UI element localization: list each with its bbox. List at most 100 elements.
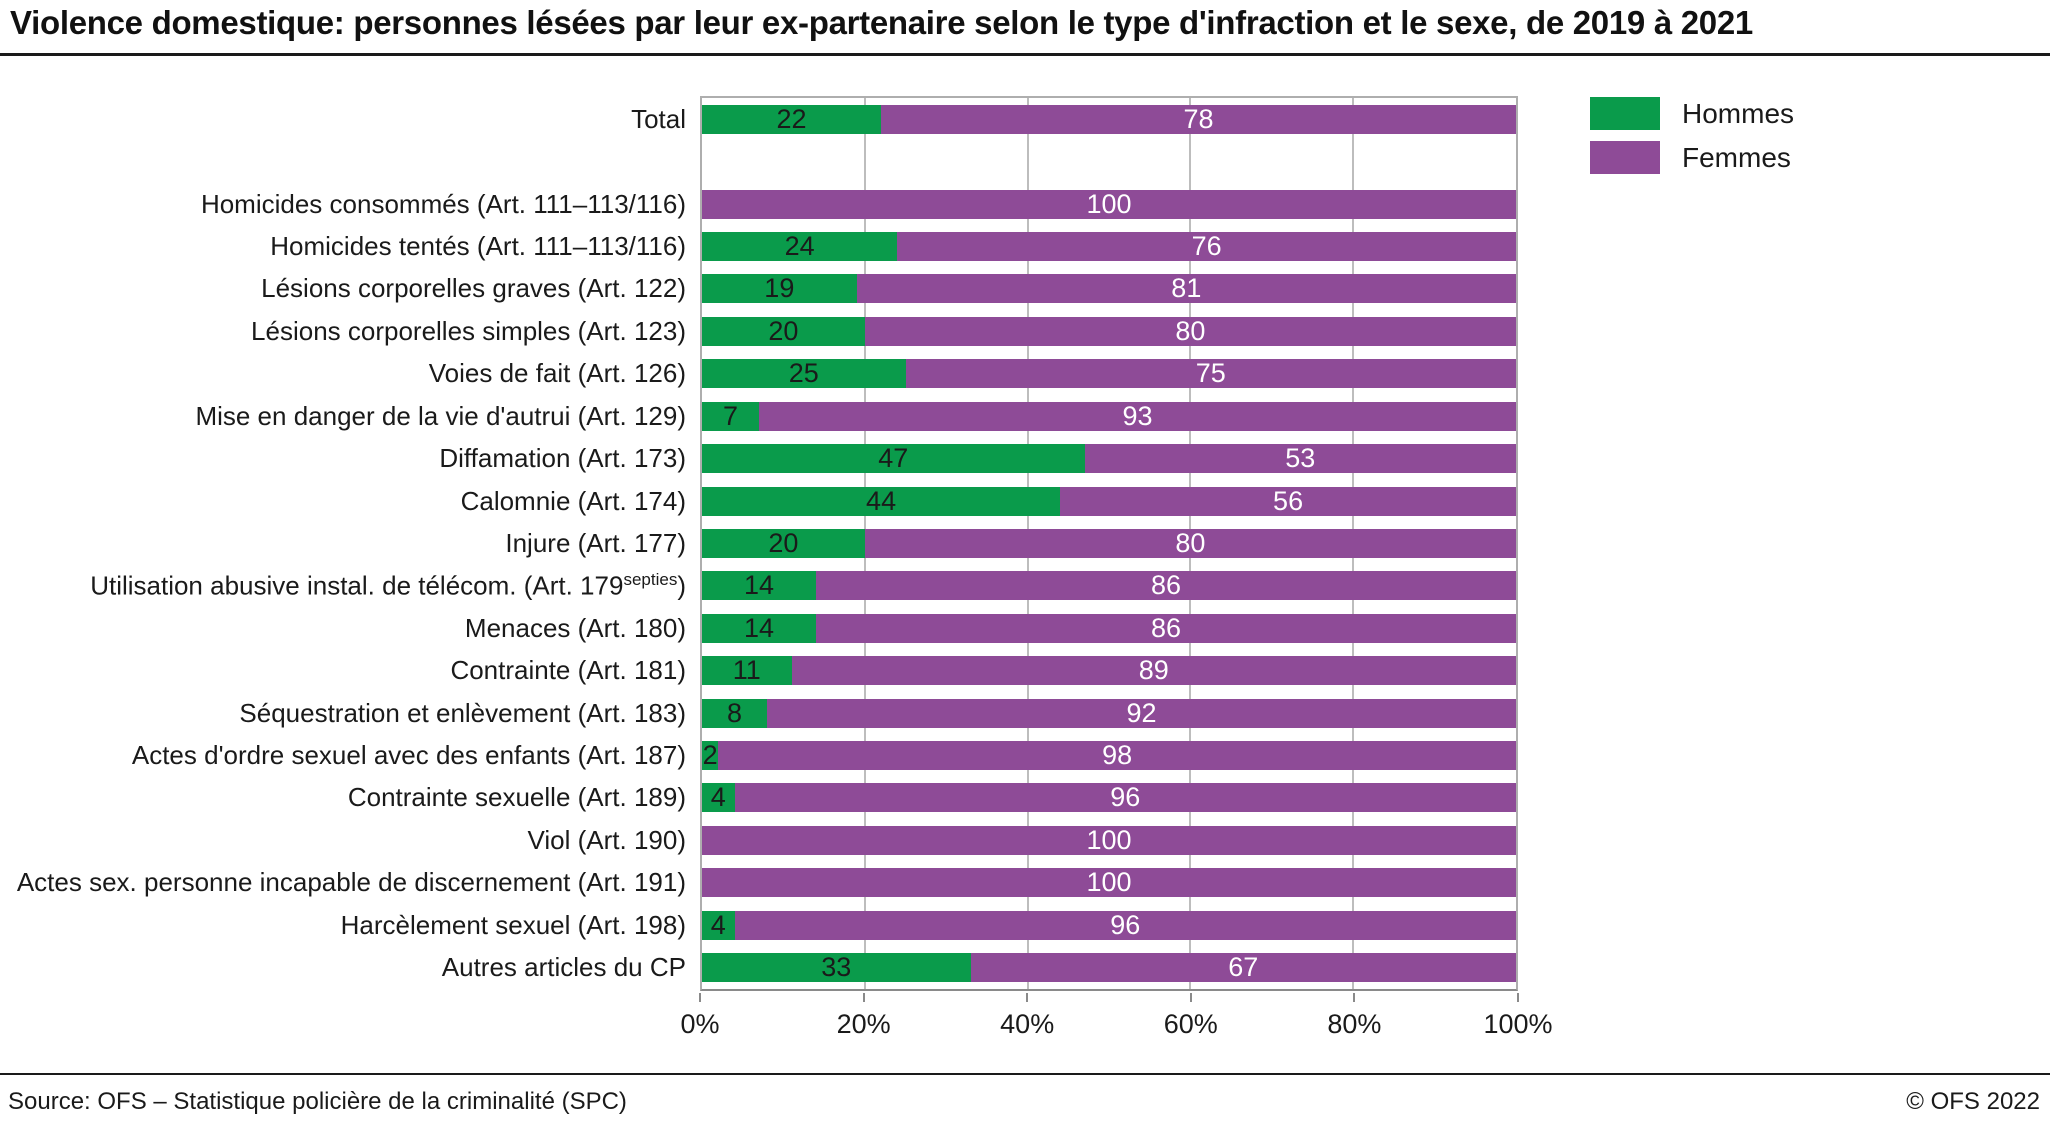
category-label: Diffamation (Art. 173) <box>439 443 686 474</box>
value-label-hommes: 33 <box>821 952 852 983</box>
stacked-bar: 2 98 <box>702 740 1516 771</box>
legend-label-hommes: Hommes <box>1682 97 1795 129</box>
stacked-bar: 100 <box>702 867 1516 898</box>
bar-segment-hommes: 8 <box>702 697 768 728</box>
category-label: Utilisation abusive instal. de télécom. … <box>90 570 686 601</box>
bar-row: Homicides consommés (Art. 111–113/116) 10… <box>201 183 1516 225</box>
bar-row: Voies de fait (Art. 126) 25 75 <box>429 353 1516 395</box>
value-label-femmes: 78 <box>1183 103 1214 134</box>
stacked-bar: 4 96 <box>702 909 1516 940</box>
bar-row: Lésions corporelles graves (Art. 122) 19 8… <box>261 268 1516 310</box>
category-label: Autres articles du CP <box>441 952 686 983</box>
stacked-bar: 47 53 <box>702 443 1516 474</box>
legend-swatch-femmes <box>1590 141 1660 174</box>
legend-item-hommes: Hommes <box>1590 97 1794 130</box>
value-label-femmes: 86 <box>1150 612 1181 643</box>
bar-row: Séquestration et enlèvement (Art. 183) 8 9… <box>239 692 1516 734</box>
value-label-hommes: 24 <box>784 230 815 261</box>
value-label-hommes: 19 <box>764 273 795 304</box>
value-label-femmes: 81 <box>1171 273 1202 304</box>
bar-segment-hommes: 22 <box>702 104 882 134</box>
axis-tick <box>1189 993 1192 1002</box>
category-label: Total <box>631 103 686 134</box>
value-label-femmes: 53 <box>1285 443 1316 474</box>
chart-plot: Total 22 78 Homicides consommés (Art. 111–1… <box>17 96 1518 991</box>
bar-segment-femmes: 89 <box>791 655 1516 686</box>
stacked-bar: 11 89 <box>702 655 1516 686</box>
value-label-femmes: 89 <box>1138 655 1169 686</box>
stacked-bar: 25 75 <box>702 358 1516 389</box>
bar-segment-femmes: 80 <box>864 315 1516 346</box>
category-label: Mise en danger de la vie d'autrui (Art. … <box>195 400 686 431</box>
bar-segment-femmes: 75 <box>905 359 1516 389</box>
axis-tick <box>1517 993 1519 1002</box>
bar-row: Menaces (Art. 180) 14 86 <box>465 607 1516 649</box>
axis-tick <box>1353 993 1356 1002</box>
footer-source: Source: OFS – Statistique policière de l… <box>8 1088 627 1115</box>
stacked-bar: 100 <box>702 189 1516 219</box>
value-label-hommes: 25 <box>788 358 819 389</box>
bar-segment-femmes: 86 <box>815 612 1516 643</box>
axis-tick-label: 40% <box>1000 1009 1055 1039</box>
bar-segment-femmes: 81 <box>856 273 1516 304</box>
value-label-hommes: 11 <box>732 655 761 686</box>
bar-segment-femmes: 100 <box>702 825 1516 855</box>
value-label-hommes: 8 <box>727 697 743 728</box>
value-label-femmes: 96 <box>1110 909 1141 940</box>
legend-item-femmes: Femmes <box>1590 141 1794 174</box>
bar-row: Actes d'ordre sexuel avec des enfants (A… <box>132 734 1516 776</box>
category-label: Actes sex. personne incapable de discern… <box>16 867 686 898</box>
stacked-bar: 20 80 <box>702 315 1516 346</box>
value-label-hommes: 47 <box>878 443 909 474</box>
bar-segment-hommes: 47 <box>702 443 1085 474</box>
stacked-bar: 7 93 <box>702 400 1516 431</box>
bar-row: Contrainte (Art. 181) 11 89 <box>450 649 1516 691</box>
bar-segment-femmes: 76 <box>897 231 1516 261</box>
category-label: Lésions corporelles graves (Art. 122) <box>261 273 686 304</box>
bar-row: Homicides tentés (Art. 111–113/116) 24 76 <box>270 225 1516 267</box>
axis-tick-label: 20% <box>836 1009 891 1039</box>
bar-segment-hommes: 19 <box>702 273 857 304</box>
category-label: Contrainte sexuelle (Art. 189) <box>347 782 686 813</box>
bar-row: Viol (Art. 190) 100 <box>528 819 1516 861</box>
bar-segment-hommes: 24 <box>702 230 898 261</box>
stacked-bar: 8 92 <box>702 697 1516 728</box>
value-label-femmes: 93 <box>1122 400 1153 431</box>
category-label: Contrainte (Art. 181) <box>450 655 686 686</box>
axis-tick <box>699 993 701 1002</box>
axis-tick <box>862 993 865 1002</box>
value-label-hommes: 20 <box>768 527 799 558</box>
bar-segment-femmes: 96 <box>734 783 1516 813</box>
stacked-bar: 24 76 <box>702 230 1516 261</box>
category-label: Calomnie (Art. 174) <box>460 485 686 516</box>
value-label-hommes: 44 <box>866 485 897 516</box>
category-label: Viol (Art. 190) <box>527 824 686 855</box>
value-label-hommes: 14 <box>743 570 774 601</box>
bar-segment-hommes: 4 <box>702 910 735 940</box>
bar-row: Contrainte sexuelle (Art. 189) 4 96 <box>348 777 1516 819</box>
bar-row: Actes sex. personne incapable de discern… <box>17 862 1516 904</box>
bar-segment-hommes: 20 <box>702 316 865 346</box>
axis-tick-label: 0% <box>680 1009 720 1039</box>
bar-row: Harcèlement sexuel (Art. 198) 4 96 <box>341 904 1516 946</box>
bar-segment-femmes: 98 <box>718 741 1516 771</box>
stacked-bar: 100 <box>702 825 1516 855</box>
value-label-femmes: 100 <box>1086 867 1132 898</box>
value-label-hommes: 4 <box>710 782 726 813</box>
bar-segment-hommes: 7 <box>702 401 759 431</box>
bar-row: Calomnie (Art. 174) 44 56 <box>461 480 1516 522</box>
bar-segment-femmes: 86 <box>815 571 1516 601</box>
bar-segment-femmes: 92 <box>767 698 1516 728</box>
category-label: Séquestration et enlèvement (Art. 183) <box>239 697 686 728</box>
legend-swatch-hommes <box>1590 97 1660 130</box>
category-label: Homicides tentés (Art. 111–113/116) <box>270 230 686 261</box>
bar-segment-hommes: 14 <box>702 613 816 643</box>
stacked-bar: 4 96 <box>702 782 1516 813</box>
axis-tick <box>1026 993 1029 1002</box>
category-label: Harcèlement sexuel (Art. 198) <box>340 909 686 940</box>
x-axis: 0% 20% 40% 60% 80% 100% <box>680 993 1553 1053</box>
value-label-femmes: 80 <box>1175 315 1206 346</box>
value-label-hommes: 2 <box>702 740 718 771</box>
bar-segment-femmes: 67 <box>970 953 1516 983</box>
